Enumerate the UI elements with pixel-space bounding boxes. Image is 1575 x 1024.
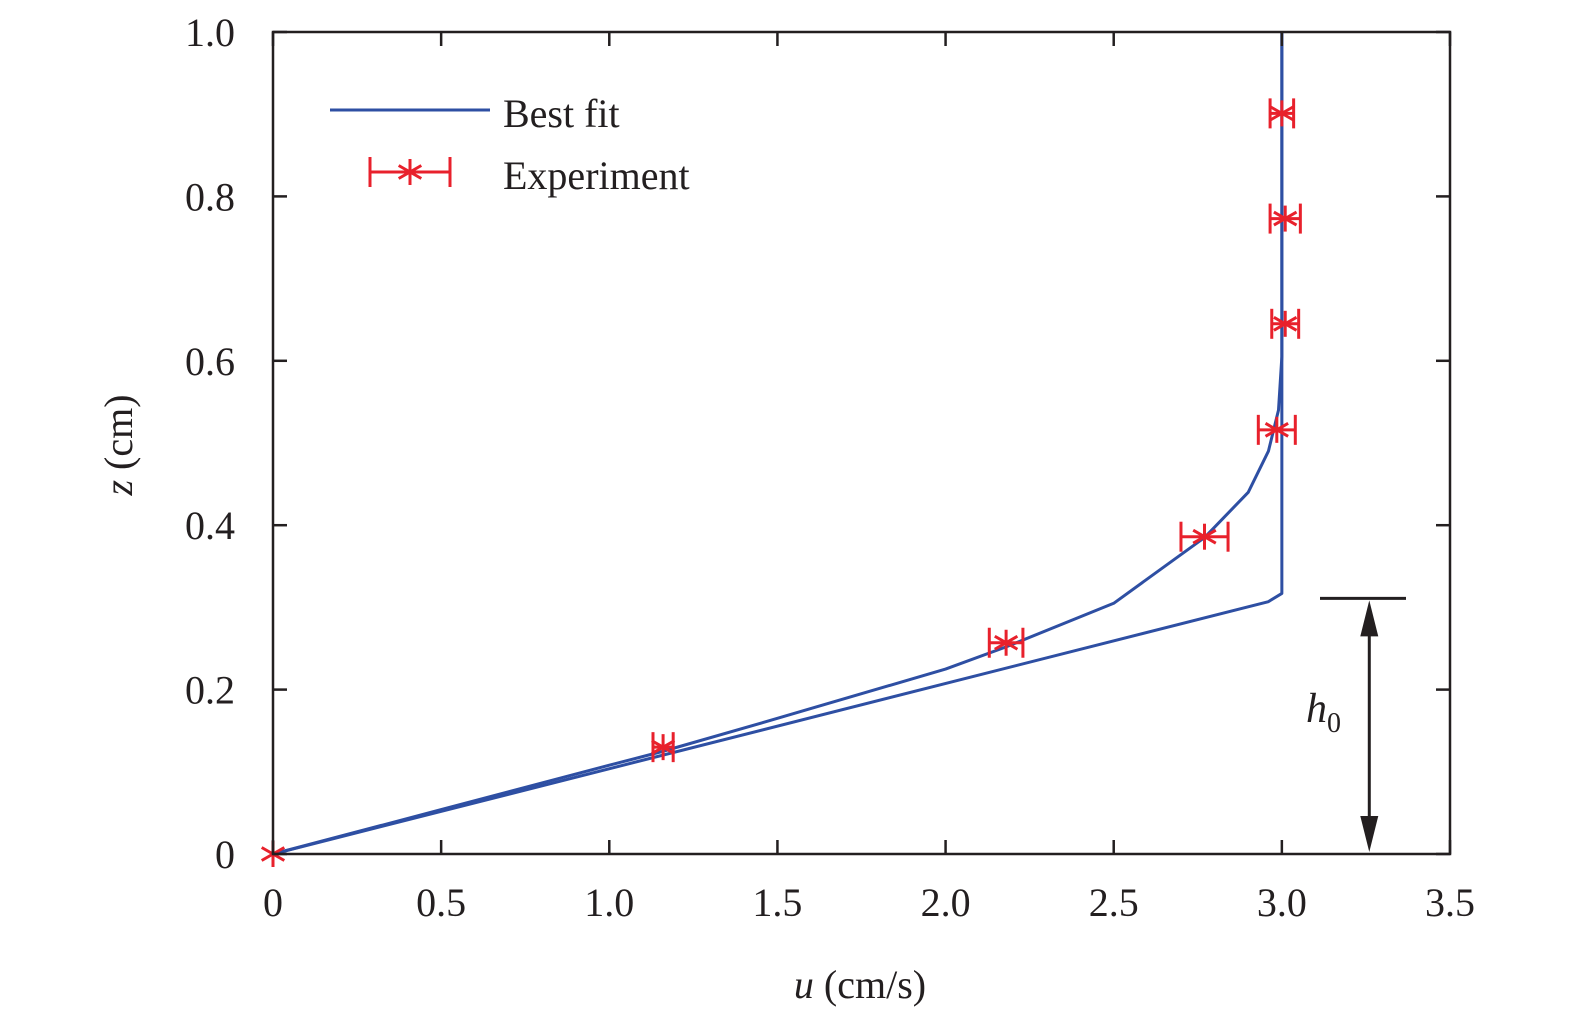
y-tick-label: 0.8 (185, 174, 235, 219)
y-tick-label: 0.6 (185, 339, 235, 384)
asterisk-stroke (994, 634, 1019, 651)
experiment-point (1268, 203, 1302, 234)
x-tick-label: 1.0 (584, 880, 634, 925)
asterisk-stroke (1269, 105, 1294, 122)
asterisk-stroke (651, 739, 676, 755)
asterisk-stroke (1273, 316, 1298, 332)
y-tick-label: 0.4 (185, 503, 235, 548)
x-tick-label: 0 (263, 880, 283, 925)
x-tick-label: 1.5 (752, 880, 802, 925)
y-tick-label: 0.2 (185, 668, 235, 713)
legend-marker-symbol (368, 157, 452, 187)
experiment-point (1256, 414, 1297, 445)
x-axis-title: u (cm/s) (794, 962, 926, 1007)
best-fit-line-2 (272, 32, 1284, 856)
arrow-up-icon (1360, 600, 1379, 637)
h0-label: h0 (1306, 686, 1341, 739)
legend-experiment-marker (368, 157, 452, 187)
experiment-point (987, 627, 1025, 658)
legend: Best fit Experiment (330, 91, 690, 198)
asterisk-stroke (1264, 422, 1289, 438)
y-axis-title: z (cm) (96, 394, 141, 496)
x-tick-label: 2.0 (921, 880, 971, 925)
best-fit-line-1 (272, 32, 1284, 856)
legend-experiment-label: Experiment (503, 153, 690, 198)
x-tick-label: 3.0 (1257, 880, 1307, 925)
y-tick-label: 1.0 (185, 10, 235, 55)
x-tick-label: 2.5 (1089, 880, 1139, 925)
experiment-point (1270, 308, 1301, 339)
y-tick-label: 0 (215, 832, 235, 877)
legend-best-fit-label: Best fit (503, 91, 620, 136)
x-tick-label: 3.5 (1425, 880, 1475, 925)
asterisk-stroke (397, 164, 423, 180)
experiment-point (651, 732, 676, 763)
experiment-point (1268, 98, 1296, 129)
experiment-point (1179, 521, 1230, 552)
plot-frame (271, 30, 1452, 856)
asterisk-stroke (1192, 528, 1217, 545)
arrow-down-icon (1360, 816, 1379, 852)
x-tick-label: 0.5 (416, 880, 466, 925)
asterisk-stroke (1273, 210, 1298, 227)
